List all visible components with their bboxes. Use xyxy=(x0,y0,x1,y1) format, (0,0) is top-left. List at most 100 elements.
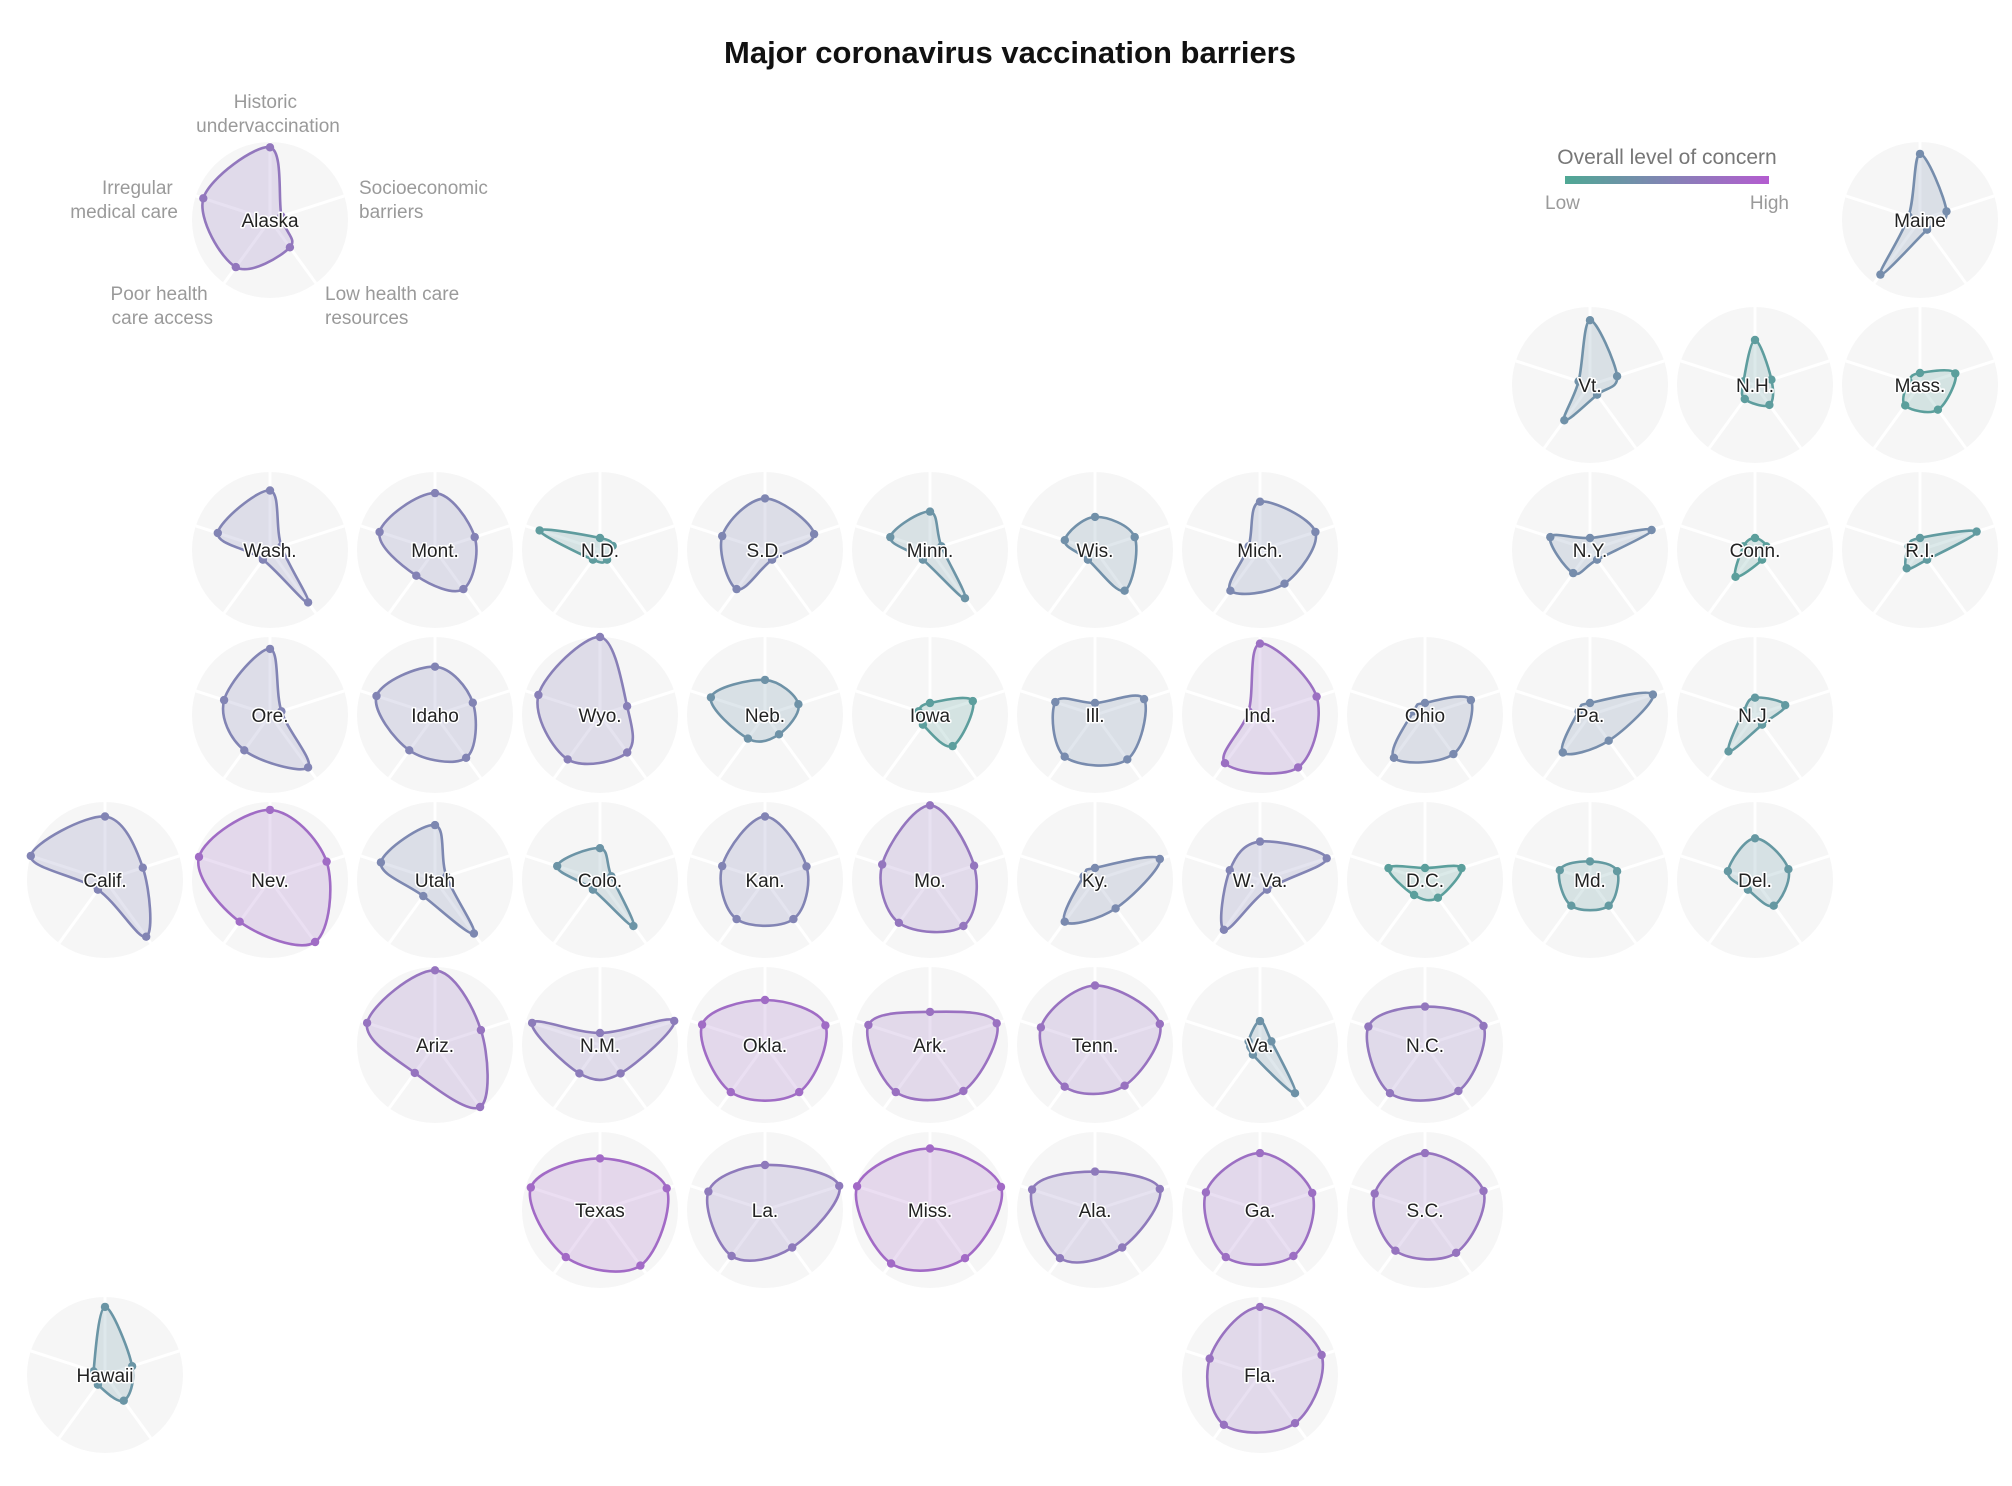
radar-point xyxy=(442,872,451,881)
state-label: Maine xyxy=(1894,211,1946,232)
state-label: N.M. xyxy=(580,1036,620,1057)
radar-point xyxy=(1317,1350,1326,1360)
radar-spoke xyxy=(1185,1184,1261,1212)
radar-point xyxy=(1090,863,1100,873)
radar-spoke xyxy=(433,714,483,779)
state-tile-n-d: N.D. xyxy=(522,472,678,628)
radar-point xyxy=(1205,1354,1214,1363)
radar-point xyxy=(1130,532,1139,542)
state-label: Utah xyxy=(415,871,455,892)
radar-spoke xyxy=(1093,549,1143,614)
radar-shape xyxy=(879,803,978,934)
state-tile-calif: Calif. xyxy=(26,802,183,958)
radar-point xyxy=(127,1362,137,1371)
radar-shape xyxy=(221,647,311,771)
radar-spoke xyxy=(1919,194,1995,222)
radar-spoke xyxy=(1515,854,1591,882)
radar-point xyxy=(1312,692,1321,701)
radar-point xyxy=(1255,1148,1265,1158)
radar-point xyxy=(835,1181,844,1191)
radar-point xyxy=(937,542,946,551)
state-label: Ark. xyxy=(913,1036,947,1057)
radar-point xyxy=(1454,1086,1463,1096)
radar-point xyxy=(1055,1254,1065,1263)
state-label: S.C. xyxy=(1407,1201,1444,1222)
radar-spoke xyxy=(1589,359,1665,387)
state-label: Ore. xyxy=(252,706,289,727)
radar-spoke xyxy=(1872,549,1922,614)
radar-point xyxy=(1555,866,1565,875)
radar-point xyxy=(527,1018,537,1028)
radar-point xyxy=(1409,707,1418,716)
state-tile-ark: Ark. xyxy=(852,967,1008,1123)
state-tile-ga: Ga. xyxy=(1182,1132,1338,1288)
radar-point xyxy=(1155,1184,1165,1194)
radar-spoke xyxy=(1680,854,1756,882)
radar-point xyxy=(1322,854,1331,863)
radar-point xyxy=(1876,270,1885,279)
state-tile-mont: Mont. xyxy=(357,472,513,628)
state-tile-nev: Nev. xyxy=(192,802,348,958)
radar-spoke xyxy=(1753,879,1803,944)
radar-spoke xyxy=(598,714,648,779)
radar-point xyxy=(1915,533,1925,543)
state-label: D.C. xyxy=(1406,871,1444,892)
radar-point xyxy=(595,1028,605,1038)
state-label: Ill. xyxy=(1086,706,1105,727)
radar-point xyxy=(1765,400,1774,410)
state-label: S.D. xyxy=(747,541,784,562)
state-tile-n-m: N.M. xyxy=(522,967,679,1123)
radar-point xyxy=(1739,377,1748,386)
radar-point xyxy=(1420,1148,1430,1158)
radar-point xyxy=(1036,1023,1046,1032)
radar-point xyxy=(1255,1016,1265,1026)
radar-point xyxy=(1139,694,1149,704)
radar-spoke xyxy=(1047,1209,1097,1274)
radar-point xyxy=(89,1367,98,1376)
state-tile-mich: Mich. xyxy=(1182,472,1338,628)
radar-point xyxy=(774,730,784,739)
radar-point xyxy=(277,707,286,716)
radar-point xyxy=(1750,834,1760,843)
radar-spoke xyxy=(433,1044,483,1109)
radar-point xyxy=(670,1016,679,1026)
radar-point xyxy=(1901,401,1910,410)
radar-point xyxy=(1449,749,1458,759)
radar-point xyxy=(310,937,320,947)
radar-point xyxy=(588,555,598,564)
axis-label-low-resources: Low health care resources xyxy=(325,284,464,329)
state-tile-wis: Wis. xyxy=(1017,472,1173,628)
state-label: Alaska xyxy=(241,211,298,232)
radar-point xyxy=(26,851,35,861)
radar-point xyxy=(960,594,970,603)
radar-point xyxy=(726,1087,735,1097)
radar-spoke xyxy=(690,524,766,552)
radar-spoke xyxy=(1259,689,1335,717)
radar-point xyxy=(1244,1037,1253,1046)
radar-spoke xyxy=(929,689,1005,717)
radar-point xyxy=(1574,377,1583,386)
state-tile-n-c: N.C. xyxy=(1347,967,1503,1123)
radar-point xyxy=(1293,763,1303,772)
radar-point xyxy=(1647,525,1656,535)
radar-spoke xyxy=(1542,879,1592,944)
state-tile-okla: Okla. xyxy=(687,967,843,1123)
radar-point xyxy=(199,194,208,203)
radar-point xyxy=(119,1396,128,1405)
radar-point xyxy=(1585,533,1595,543)
radar-point xyxy=(1560,416,1569,425)
radar-point xyxy=(1060,917,1069,926)
radar-spoke xyxy=(717,1209,767,1274)
state-tile-d-c: D.C. xyxy=(1347,802,1503,958)
radar-spoke xyxy=(1377,1209,1427,1274)
radar-point xyxy=(704,1187,713,1196)
radar-point xyxy=(969,861,979,870)
radar-point xyxy=(1280,579,1289,588)
radar-point xyxy=(1731,572,1740,581)
radar-point xyxy=(795,1087,804,1097)
radar-point xyxy=(732,914,741,924)
state-tile-n-j: N.J. xyxy=(1677,637,1833,793)
radar-spoke xyxy=(882,879,932,944)
radar-point xyxy=(1915,149,1925,159)
radar-point xyxy=(1451,1248,1461,1258)
